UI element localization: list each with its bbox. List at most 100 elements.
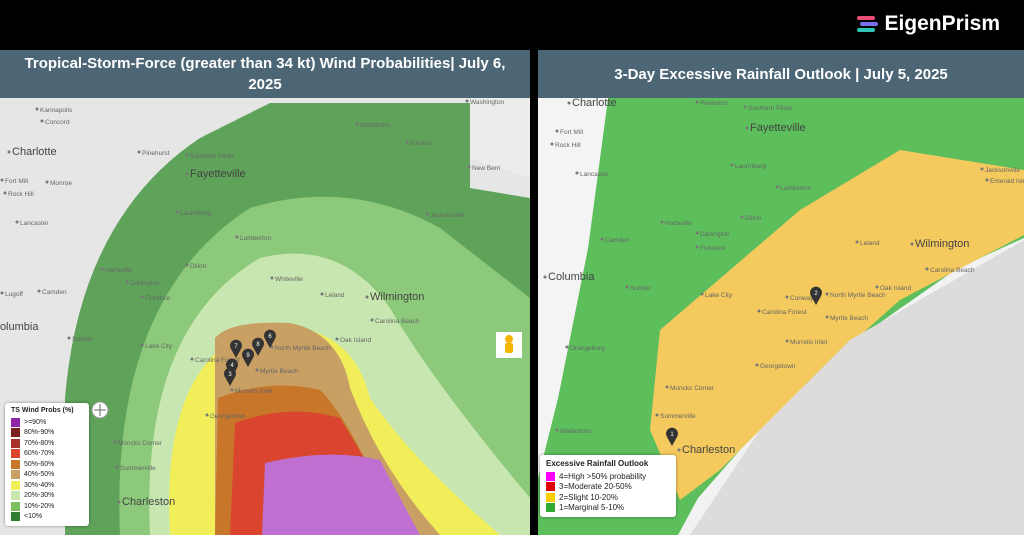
place-dot xyxy=(3,191,7,195)
place-dot xyxy=(695,100,699,104)
legend-label: 80%-90% xyxy=(24,429,55,437)
place-label: Columbia xyxy=(0,321,39,333)
pin-label: 8 xyxy=(256,342,260,348)
legend-item: 70%-80% xyxy=(11,438,83,449)
left-map: Kannapolis Concord Charlotte Fort Mill Monro… xyxy=(0,98,530,535)
place-label: Fayetteville xyxy=(190,168,246,180)
right-title: 3-Day Excessive Rainfall Outlook | July … xyxy=(614,65,948,83)
place-label: Darlington xyxy=(130,280,160,287)
place-label: Sumter xyxy=(630,285,652,292)
place-dot xyxy=(695,231,699,235)
legend-label: 30%-40% xyxy=(24,481,55,489)
place-dot xyxy=(875,285,879,289)
place-label: Carolina Forest xyxy=(195,357,240,364)
legend-item: >=90% xyxy=(11,417,83,428)
place-dot xyxy=(117,500,121,504)
place-label: Monroe xyxy=(50,180,72,187)
place-dot xyxy=(320,292,324,296)
place-label: Fort Mill xyxy=(560,129,584,136)
map-pin xyxy=(242,348,255,367)
place-dot xyxy=(205,413,209,417)
place-dot xyxy=(35,107,39,111)
place-label: Moncks Corner xyxy=(118,440,163,447)
pin-label: 9 xyxy=(246,353,250,359)
right-title-bar: 3-Day Excessive Rainfall Outlook | July … xyxy=(538,50,1024,98)
legend-swatch xyxy=(11,512,20,522)
place-label: Florence xyxy=(700,245,726,252)
legend-label: 10%-20% xyxy=(24,502,55,510)
place-label: Dillon xyxy=(745,215,762,222)
legend-title: TS Wind Probs (%) xyxy=(11,407,74,414)
place-dot xyxy=(140,295,144,299)
legend-label: <10% xyxy=(24,513,43,521)
place-label: Lake City xyxy=(145,343,173,350)
place-label: Darlington xyxy=(700,231,730,238)
place-label: Charleston xyxy=(122,496,175,508)
place-dot xyxy=(15,220,19,224)
place-dot xyxy=(137,150,141,154)
place-label: Summerville xyxy=(660,413,696,420)
legend-swatch xyxy=(546,503,555,513)
place-dot xyxy=(365,295,369,299)
place-label: Laurinburg xyxy=(180,210,211,217)
place-label: Southern Pines xyxy=(748,105,793,112)
place-dot xyxy=(45,180,49,184)
place-label: Jacksonville xyxy=(430,212,465,219)
place-label: Hartsville xyxy=(665,220,692,227)
place-label: Laurinburg xyxy=(735,163,766,170)
place-label: Oak Island xyxy=(880,285,911,292)
place-dot xyxy=(185,153,189,157)
legend-label: 70%-80% xyxy=(24,439,55,447)
legend-swatch xyxy=(11,417,20,427)
place-dot xyxy=(270,276,274,280)
place-dot xyxy=(355,122,359,126)
place-label: Rock Hill xyxy=(555,142,581,149)
legend-swatch xyxy=(11,491,20,501)
legend-label: 1=Marginal 5-10% xyxy=(559,503,625,513)
place-dot xyxy=(730,163,734,167)
left-title-bar: Tropical-Storm-Force (greater than 34 kt… xyxy=(0,50,530,98)
pin-label: 4 xyxy=(230,363,234,369)
legend-label: 20%-30% xyxy=(24,492,55,500)
place-label: Dillon xyxy=(190,263,207,270)
place-label: Lancaster xyxy=(580,171,609,178)
legend-swatch xyxy=(546,492,555,502)
place-label: Georgetown xyxy=(760,363,796,370)
place-dot xyxy=(115,465,119,469)
legend-swatch xyxy=(546,482,555,492)
place-label: Sumter xyxy=(72,336,94,343)
legend-item: 2=Slight 10-20% xyxy=(546,492,670,503)
place-label: Murrells Inlet xyxy=(790,339,827,346)
place-label: Columbia xyxy=(548,271,595,283)
map-pin xyxy=(226,358,238,377)
pin-label: 3 xyxy=(228,372,232,378)
place-label: Fayetteville xyxy=(750,122,806,134)
place-label: Oak Island xyxy=(340,337,371,344)
place-dot xyxy=(745,126,749,130)
map-pin xyxy=(224,367,236,386)
place-dot xyxy=(7,150,11,154)
place-label: Conway xyxy=(790,295,814,302)
place-dot xyxy=(575,171,579,175)
place-dot xyxy=(695,245,699,249)
place-dot xyxy=(100,267,104,271)
place-label: Carolina Beach xyxy=(375,318,420,325)
place-dot xyxy=(140,343,144,347)
place-dot xyxy=(700,292,704,296)
left-title: Tropical-Storm-Force (greater than 34 kt… xyxy=(24,55,506,93)
place-dot xyxy=(660,220,664,224)
place-label: Fort Mill xyxy=(5,178,29,185)
place-dot xyxy=(625,285,629,289)
place-dot xyxy=(980,167,984,171)
place-dot xyxy=(755,363,759,367)
place-label: Georgetown xyxy=(210,413,246,420)
place-dot xyxy=(125,280,129,284)
legend-item: 60%-70% xyxy=(11,449,83,460)
legend-item: 10%-20% xyxy=(11,501,83,512)
place-label: Washington xyxy=(470,99,504,106)
place-dot xyxy=(67,336,71,340)
place-dot xyxy=(785,339,789,343)
place-label: Carolina Beach xyxy=(930,267,975,274)
legend-swatch xyxy=(11,470,20,480)
place-dot xyxy=(740,215,744,219)
